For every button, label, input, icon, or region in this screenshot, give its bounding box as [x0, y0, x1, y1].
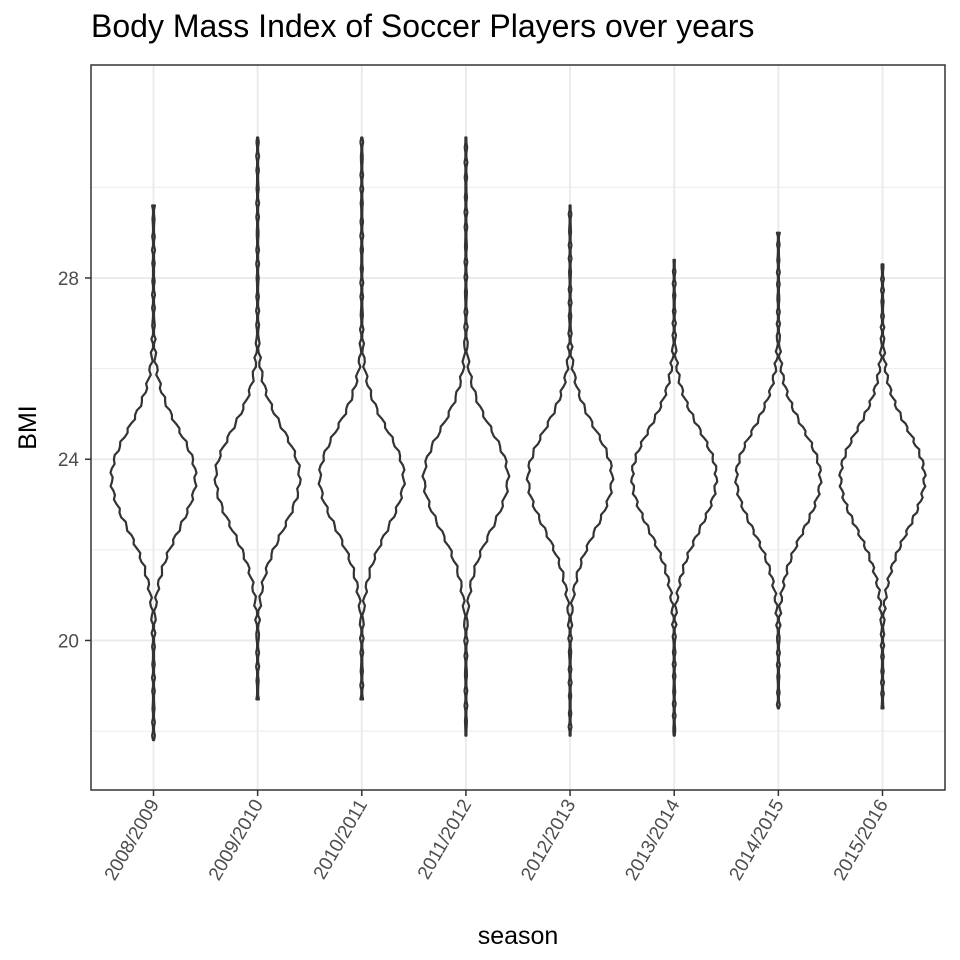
x-tick-label: 2015/2016: [830, 796, 893, 884]
violin-2010/2011: [317, 136, 406, 701]
violin-2011/2012: [421, 136, 511, 737]
y-tick-label: 28: [58, 269, 79, 290]
violin-2008/2009: [109, 204, 198, 742]
chart-title: Body Mass Index of Soccer Players over y…: [91, 8, 755, 44]
x-tick-label: 2008/2009: [101, 796, 164, 884]
y-tick-label: 20: [58, 631, 79, 652]
violin-layer: [109, 136, 927, 742]
violin-2015/2016: [838, 263, 927, 710]
x-tick-label: 2012/2013: [517, 796, 580, 884]
violin-2013/2014: [630, 258, 719, 737]
y-tick-label: 24: [58, 450, 80, 471]
x-tick-label: 2011/2012: [414, 796, 476, 883]
grid-layer: [91, 65, 945, 790]
x-tick-label: 2014/2015: [726, 796, 789, 884]
x-tick-label: 2013/2014: [621, 796, 684, 885]
violin-2014/2015: [734, 231, 823, 710]
violin-2009/2010: [213, 136, 302, 701]
y-axis-title: BMI: [14, 405, 42, 449]
panel-border: [90, 64, 946, 791]
axis-layer: 20 24 28 2008/2009 2009/2010 2010/2011 2011/20…: [58, 269, 893, 884]
violin-2012/2013: [525, 204, 615, 737]
x-tick-label: 2009/2010: [205, 796, 268, 884]
x-tick-label: 2010/2011: [310, 796, 372, 883]
x-axis-title: season: [478, 922, 559, 950]
